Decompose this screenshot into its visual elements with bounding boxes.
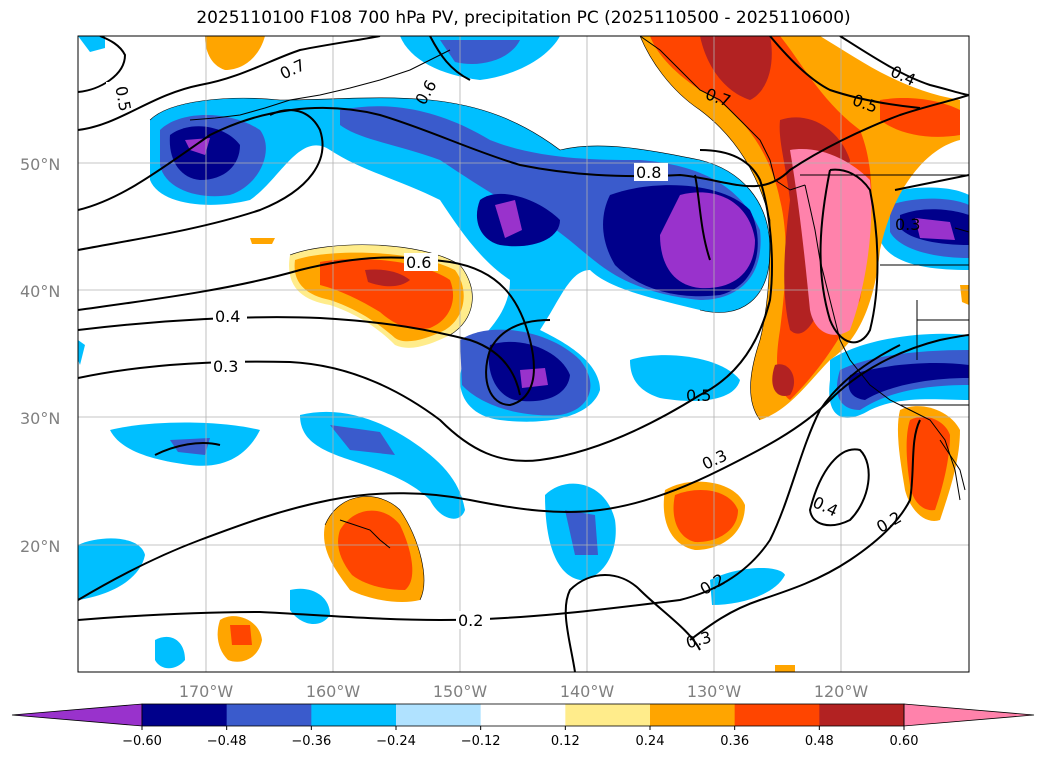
- contour-label: 0.2: [458, 611, 483, 630]
- contour-label: 0.3: [895, 215, 920, 234]
- contour-label: 0.8: [636, 163, 661, 182]
- colorbar-segment: [819, 704, 905, 726]
- contour-label-bg: [211, 357, 245, 375]
- colorbar-tick-label: −0.12: [461, 734, 501, 749]
- pv-contours: [78, 36, 969, 672]
- lat-label: 20°N: [20, 537, 60, 556]
- contour-label-bg: [456, 611, 490, 629]
- colorbar-extend-max: [903, 703, 1035, 727]
- colorbar-segment: [396, 704, 482, 726]
- colorbar-tick-label: 0.48: [805, 734, 834, 749]
- contour-label-bg: [213, 307, 247, 325]
- contour-label-bg: [106, 82, 128, 108]
- lon-label: 130°W: [687, 682, 742, 701]
- colorbar-tick-label: −0.60: [122, 734, 162, 749]
- colorbar-segment: [311, 704, 397, 726]
- contour-label: 0.6: [406, 253, 431, 272]
- negative-anomaly-region-tropical: [78, 340, 785, 669]
- lon-label: 120°W: [814, 682, 869, 701]
- colorbar-extend-min: [11, 703, 143, 727]
- colorbar-tick-label: −0.36: [291, 734, 331, 749]
- lon-label: 160°W: [306, 682, 361, 701]
- colorbar-segment: [480, 704, 566, 726]
- colorbar-segment: [142, 704, 228, 726]
- contour-label: 0.5: [686, 386, 711, 405]
- map-frame: [77, 35, 970, 673]
- lat-label: 50°N: [20, 155, 60, 174]
- colorbar-segment: [226, 704, 312, 726]
- longitude-labels: 170°W 160°W 150°W 140°W 130°W 120°W: [179, 682, 869, 701]
- graticule: [78, 36, 969, 672]
- colorbar-segment: [565, 704, 651, 726]
- contour-label-bg: [634, 163, 668, 181]
- colorbar-tick-label: −0.48: [207, 734, 247, 749]
- colorbar-segment: [650, 704, 736, 726]
- contour-label: 0.3: [213, 357, 238, 376]
- colorbar-tick-label: 0.12: [551, 734, 580, 749]
- contour-label: 0.5: [111, 85, 134, 113]
- colorbar-frame: [141, 703, 905, 727]
- contour-label: 0.4: [215, 307, 240, 326]
- map-panel: 0.5 0.7 0.6 0.7 0.4 0.5 0.8 0.3 0.6 0.4 …: [78, 36, 969, 672]
- lon-label: 140°W: [560, 682, 615, 701]
- colorbar-segment: [734, 704, 820, 726]
- lat-label: 30°N: [20, 409, 60, 428]
- negative-anomaly-region-east: [829, 187, 969, 418]
- colorbar-tick-label: 0.24: [636, 734, 665, 749]
- map-title: 2025110100 F108 700 hPa PV, precipitatio…: [196, 8, 851, 28]
- positive-anomaly-region-north-american: [640, 36, 960, 420]
- lat-label: 40°N: [20, 282, 60, 301]
- anomaly-outlines: [149, 36, 771, 601]
- lon-label: 170°W: [179, 682, 234, 701]
- lon-label: 150°W: [433, 682, 488, 701]
- colorbar-tick-label: 0.36: [720, 734, 749, 749]
- latitude-labels: 50°N 40°N 30°N 20°N: [20, 155, 60, 556]
- positive-anomaly-region-hawaii: [205, 36, 969, 672]
- colorbar-tick-label: −0.24: [376, 734, 416, 749]
- contour-label-bg: [404, 253, 438, 271]
- colorbar: −0.60 −0.48 −0.36 −0.24 −0.12 0.12 0.24 0.36 0.4…: [11, 703, 1035, 749]
- colorbar-tick-label: 0.60: [890, 734, 919, 749]
